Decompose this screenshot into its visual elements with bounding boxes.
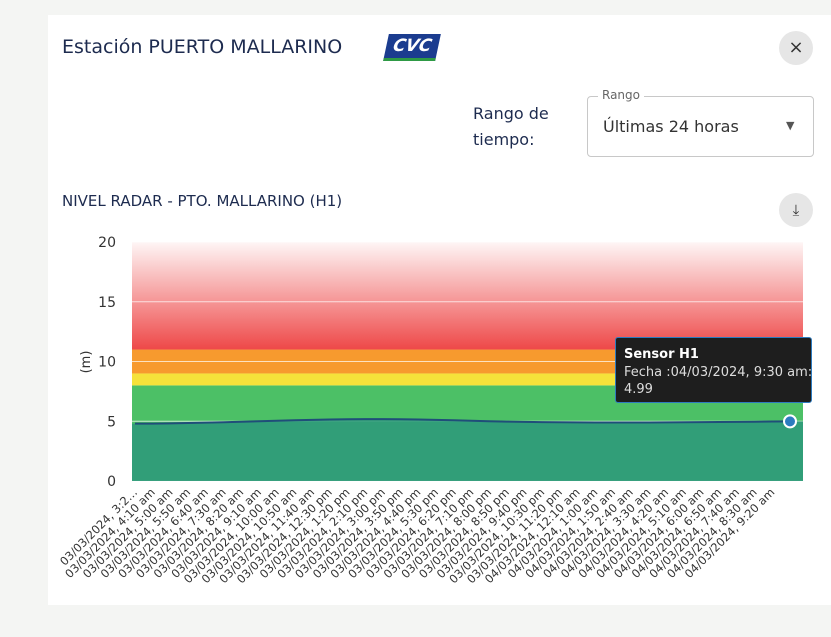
close-button[interactable]: × — [779, 31, 813, 65]
y-tick-label: 10 — [98, 355, 116, 371]
y-axis-label: (m) — [79, 351, 94, 374]
threshold-band — [132, 373, 803, 386]
line — [135, 418, 791, 425]
y-tick-label: 20 — [98, 235, 116, 251]
select-arrow: ▼ — [786, 119, 795, 132]
download-button[interactable]: ⤓ — [779, 193, 813, 227]
highlight-point — [783, 414, 797, 429]
range-label: Rango de tiempo: — [473, 104, 549, 149]
station-title: Estación PUERTO MALLARINO — [62, 36, 343, 58]
range-select[interactable]: Rango Últimas 24 horas ▼ — [587, 88, 814, 157]
y-tick-label: 15 — [98, 295, 116, 311]
tooltip-value: 4.99 — [624, 382, 653, 397]
select-value: Últimas 24 horas — [603, 117, 739, 136]
y-tick-label: 0 — [107, 474, 116, 490]
y-tick-label: 5 — [107, 414, 116, 430]
chart-title: NIVEL RADAR - PTO. MALLARINO (H1) — [62, 192, 343, 210]
area — [132, 419, 803, 481]
tooltip: Sensor H1 Fecha :04/03/2024, 9:30 am: 4.… — [615, 337, 812, 403]
threshold-band — [132, 242, 803, 350]
tooltip-title: Sensor H1 — [624, 347, 699, 362]
select-label: Rango — [598, 88, 644, 102]
tooltip-date: Fecha :04/03/2024, 9:30 am: — [624, 365, 813, 380]
